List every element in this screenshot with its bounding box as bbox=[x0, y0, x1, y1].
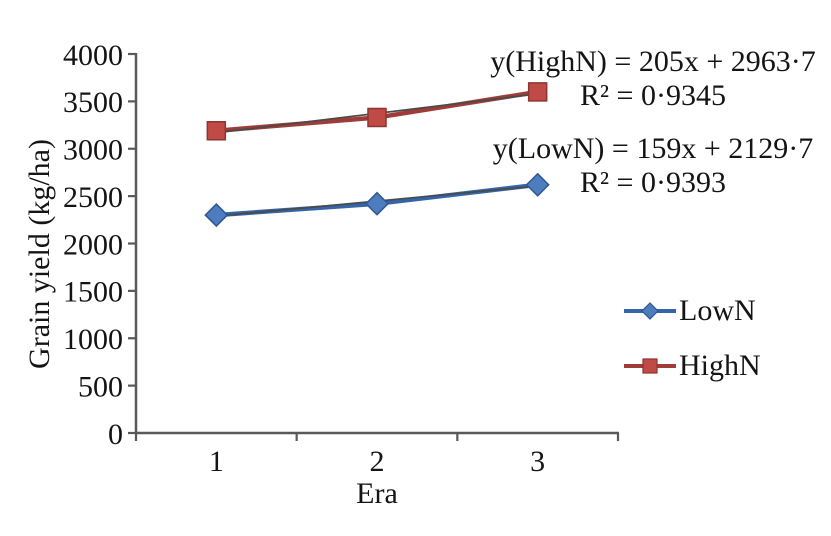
x-tick-label: 2 bbox=[370, 445, 385, 478]
y-tick-label: 0 bbox=[108, 418, 123, 451]
marker-lown-3 bbox=[525, 172, 550, 197]
lown-line-marker-icon bbox=[624, 302, 676, 320]
y-tick-label: 1500 bbox=[63, 276, 123, 309]
y-tick-label: 3500 bbox=[63, 86, 123, 119]
legend-label-lown: LowN bbox=[679, 294, 756, 327]
y-tick-label: 3000 bbox=[63, 134, 123, 167]
y-tick-label: 2000 bbox=[63, 228, 123, 261]
y-tick-label: 1000 bbox=[63, 323, 123, 356]
annotation-lown: y(LowN) = 159x + 2129·7 R² = 0·9393 bbox=[463, 132, 831, 200]
legend-key-marker-highn bbox=[642, 358, 658, 374]
x-axis-title: Era bbox=[356, 477, 398, 510]
legend-item-lown: LowN bbox=[623, 294, 761, 328]
x-tick-label: 1 bbox=[209, 445, 224, 478]
legend-item-highn: HighN bbox=[623, 349, 761, 383]
y-tick-label: 500 bbox=[78, 370, 123, 403]
marker-lown-2 bbox=[364, 191, 390, 216]
equation-lown: y(LowN) = 159x + 2129·7 bbox=[492, 132, 814, 165]
annotation-highn: y(HighN) = 205x + 2963·7 R² = 0·9345 bbox=[463, 45, 831, 113]
x-tick-label: 3 bbox=[530, 445, 545, 478]
marker-lown-1 bbox=[204, 203, 229, 228]
marker-highn-3 bbox=[527, 82, 548, 102]
highn-line-marker-icon bbox=[624, 358, 676, 374]
r-squared-highn: R² = 0·9345 bbox=[580, 79, 726, 112]
marker-highn-1 bbox=[206, 120, 227, 141]
y-tick-label: 2500 bbox=[63, 181, 123, 214]
marker-highn-2 bbox=[367, 107, 387, 128]
legend-key-marker-lown bbox=[641, 302, 659, 320]
equation-highn: y(HighN) = 205x + 2963·7 bbox=[490, 45, 816, 78]
r-squared-lown: R² = 0·9393 bbox=[580, 166, 726, 199]
y-tick-label: 4000 bbox=[63, 39, 123, 72]
legend-label-highn: HighN bbox=[679, 349, 761, 382]
legend: LowN HighN bbox=[623, 294, 761, 404]
y-axis-title: Grain yield (kg/ha) bbox=[23, 139, 56, 369]
